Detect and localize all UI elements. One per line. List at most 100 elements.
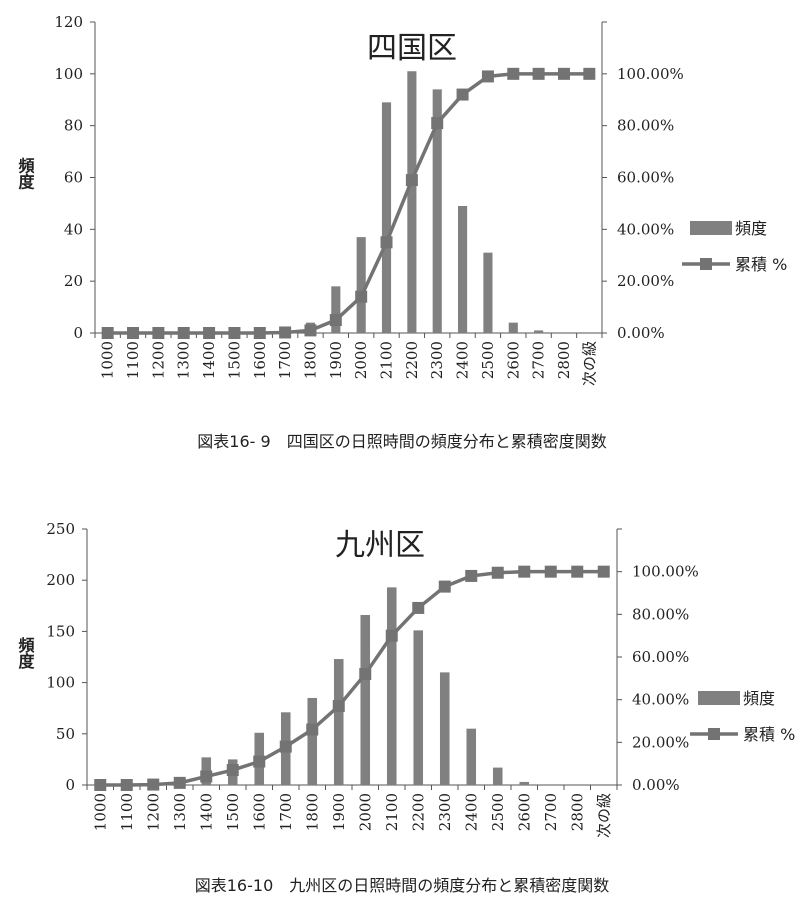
legend-label-frequency: 頻度 [735, 219, 767, 238]
cumulative-point [177, 327, 190, 339]
cumulative-point [491, 566, 504, 579]
x-tick-label: 2100 [378, 341, 396, 379]
cumulative-point [152, 327, 165, 339]
y-axis-label: 頻度 [16, 157, 35, 191]
chart-title: 四国区 [367, 31, 457, 66]
y-tick-label: 250 [46, 520, 75, 538]
cumulative-point [228, 327, 241, 339]
bar [356, 237, 366, 333]
bar [466, 728, 477, 785]
x-tick-label: 2800 [568, 793, 586, 831]
bar [519, 781, 530, 785]
bar [386, 587, 397, 785]
y-tick-label: 60 [64, 169, 83, 187]
cumulative-point [120, 779, 133, 791]
bar [407, 71, 417, 333]
x-tick-label: 2700 [530, 341, 548, 379]
y2-tick-label: 100.00% [632, 563, 699, 581]
cumulative-point [226, 764, 239, 777]
y2-tick-label: 40.00% [632, 691, 689, 709]
y-axis-label: 頻度 [16, 636, 35, 670]
bar [381, 102, 392, 333]
x-tick-label: 1800 [303, 793, 321, 831]
bar [432, 89, 442, 333]
caption-shikoku: 図表16- 9 四国区の日照時間の頻度分布と累積密度関数 [197, 432, 607, 451]
cumulative-point [456, 88, 469, 101]
legend-label-frequency: 頻度 [743, 689, 775, 708]
legend-point-swatch [708, 728, 720, 740]
x-tick-label: 2000 [356, 793, 374, 831]
cumulative-point [279, 326, 292, 339]
y-tick-label: 80 [64, 117, 83, 135]
cumulative-point [583, 67, 596, 80]
x-tick-label: 1700 [277, 793, 295, 831]
bar [413, 630, 424, 785]
chart-shikoku: 0 20 40 60 80 100 120 0.00% 20.00% 40.00% 60.00% 80… [16, 13, 788, 386]
cumulative-point [507, 67, 520, 80]
y2-tick-label: 100.00% [617, 65, 684, 83]
x-tick-label: 1800 [301, 341, 319, 379]
y2-tick-label: 0.00% [632, 776, 680, 794]
caption-kyushu: 図表16-10 九州区の日照時間の頻度分布と累積密度関数 [194, 876, 610, 895]
y2-tick-label: 0.00% [617, 324, 665, 342]
cumulative-point [438, 580, 451, 593]
cumulative-line [100, 569, 604, 787]
cumulative-point [465, 569, 478, 582]
bar [458, 206, 468, 333]
y2-tick-label: 60.00% [617, 169, 674, 187]
chart-kyushu: 0 50 100 150 200 250 0.00% 20.00% 40.00% 60.00% 80… [16, 520, 796, 838]
x-tick-label: 2200 [403, 341, 421, 379]
x-tick-label: 1700 [276, 341, 294, 379]
cumulative-point [544, 565, 557, 578]
cumulative-point [481, 70, 494, 83]
cumulative-point [306, 723, 319, 736]
x-tick-label: 1100 [124, 341, 142, 379]
chart-title: 九州区 [335, 528, 425, 563]
cumulative-point [380, 236, 393, 249]
x-tick-label: 2800 [555, 341, 573, 379]
cumulative-point [332, 700, 345, 713]
bar [331, 286, 341, 333]
cumulative-point [127, 327, 140, 339]
x-tick-label: 1900 [330, 793, 348, 831]
y-tick-label: 150 [46, 622, 75, 640]
x-tick-label: 2400 [462, 793, 480, 831]
cumulative-line [107, 72, 590, 335]
x-tick-label: 1500 [224, 793, 242, 831]
x-tick-label: 2400 [454, 341, 472, 379]
bar [360, 615, 371, 785]
y-tick-label: 120 [54, 13, 83, 31]
x-tick-label: 1400 [200, 341, 218, 379]
x-tick-label: 1600 [250, 793, 268, 831]
x-tick-label: 2200 [409, 793, 427, 831]
y-tick-label: 100 [46, 674, 75, 692]
y-tick-label: 100 [54, 65, 83, 83]
legend-bar-swatch [690, 221, 732, 235]
cumulative-point [101, 327, 114, 339]
cumulative-point [405, 174, 418, 187]
y-tick-label: 0 [73, 324, 83, 342]
cumulative-point [412, 601, 425, 614]
x-tick-label: 2600 [504, 341, 522, 379]
bar [439, 672, 450, 785]
y2-tick-label: 20.00% [632, 733, 689, 751]
x-tick-label: 1500 [225, 341, 243, 379]
cumulative-point [571, 565, 584, 578]
x-tick-label: 1300 [175, 341, 193, 379]
x-tick-label: 次の級 [595, 793, 613, 838]
x-tick-label: 2300 [428, 341, 446, 379]
cumulative-point [597, 565, 610, 578]
x-tick-label: 2500 [479, 341, 497, 379]
y2-tick-label: 20.00% [617, 272, 674, 290]
bar [333, 659, 344, 785]
cumulative-point [253, 755, 266, 768]
cumulative-point [147, 778, 160, 791]
cumulative-point [518, 565, 531, 578]
y-tick-label: 20 [64, 272, 83, 290]
x-tick-label: 2500 [489, 793, 507, 831]
cumulative-point [359, 668, 372, 681]
y-tick-label: 200 [46, 571, 75, 589]
bar [534, 330, 544, 333]
y2-tick-label: 80.00% [632, 605, 689, 623]
cumulative-point [557, 67, 570, 80]
